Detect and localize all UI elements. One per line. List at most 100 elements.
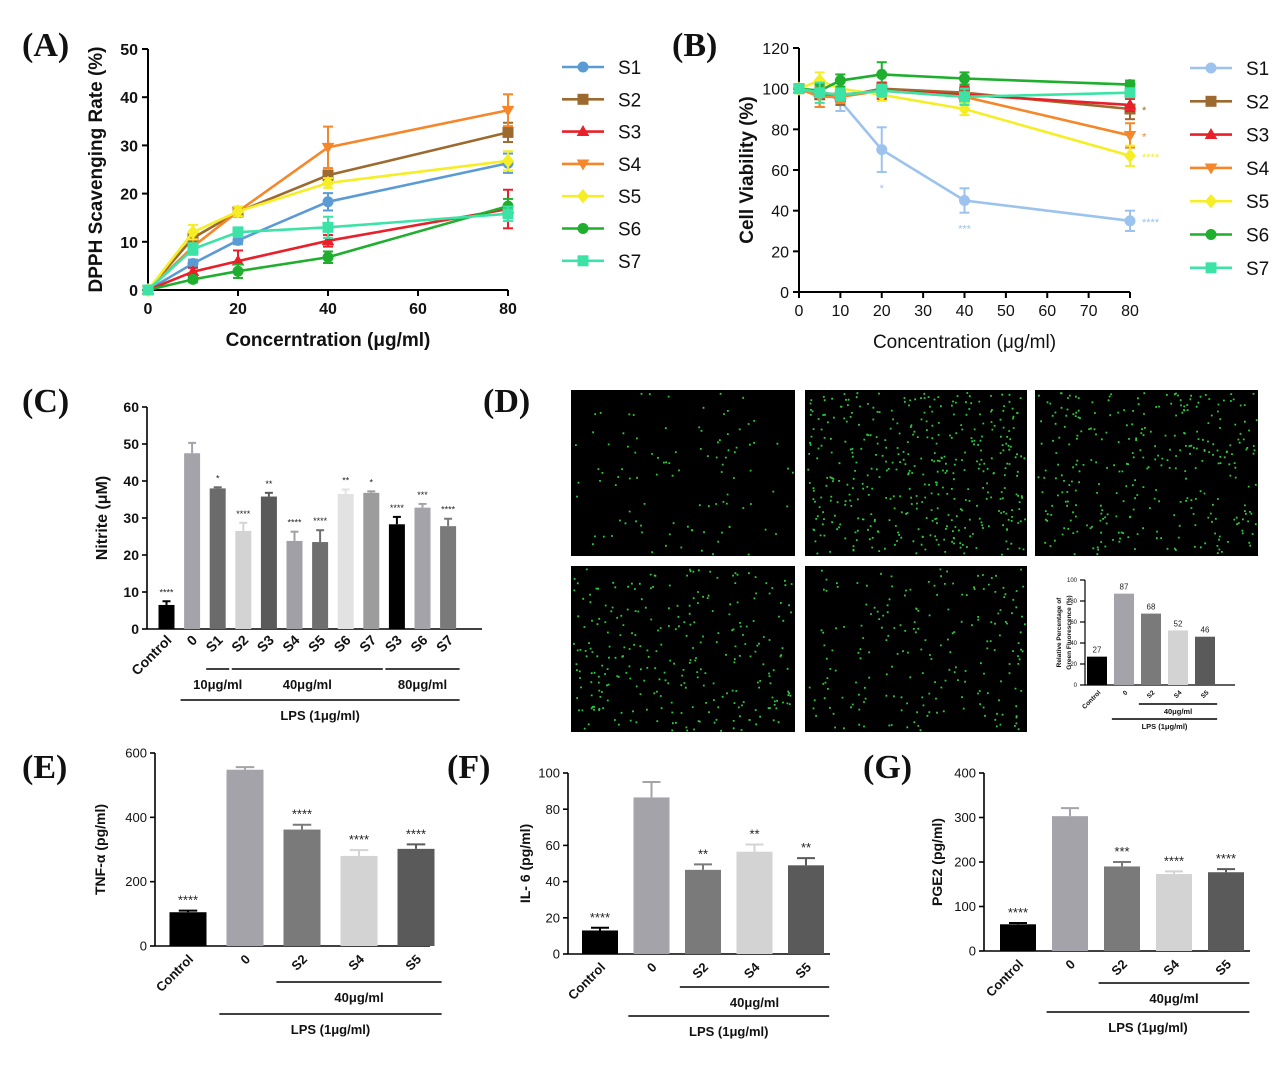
category-label: S2 — [1146, 689, 1157, 700]
bar-s5 — [1195, 636, 1215, 685]
micrograph-4 — [571, 566, 795, 732]
data-point — [959, 91, 970, 103]
category-label: S2 — [689, 960, 711, 982]
series-s7 — [793, 81, 1136, 106]
chart-b: 0 10 20 30 40 50 60 70 80 0 20 40 60 80 100 120 Concentr… — [737, 41, 1270, 353]
group-label: 40μg/ml — [1149, 991, 1198, 1006]
significance-mark: ** — [342, 476, 350, 486]
chart-a: 0 20 40 60 80 0 10 20 30 40 50 Concerntration (μg/m… — [86, 42, 642, 351]
bar-control — [158, 604, 175, 629]
legend-entry-s5: S5 — [562, 187, 641, 208]
category-label: 0 — [644, 960, 660, 976]
bar-s5 — [788, 865, 824, 954]
bar-0 — [1114, 593, 1134, 685]
bar-s2 — [283, 829, 321, 946]
group-label: 40μg/ml — [1164, 707, 1192, 716]
group-label: 40μg/ml — [334, 990, 383, 1005]
legend-entry-s4: S4 — [1190, 159, 1270, 180]
y-axis-label: Green Fluorescence (%) — [1066, 595, 1073, 669]
x-tick-label: 80 — [1121, 303, 1139, 320]
data-label: 68 — [1147, 603, 1156, 612]
bar-s4 — [286, 540, 303, 629]
legend-label: S5 — [618, 187, 641, 208]
data-point — [321, 175, 335, 191]
group-label: 10μg/ml — [193, 677, 242, 692]
bar-s3 — [388, 524, 405, 629]
y-tick-label: 20 — [546, 910, 560, 925]
category-label: S4 — [345, 951, 367, 973]
data-point — [1124, 215, 1136, 227]
y-axis-label: Nitrite (μM) — [94, 476, 111, 560]
significance-mark: **** — [390, 503, 405, 513]
category-label: 0 — [1062, 957, 1078, 973]
significance-mark: ** — [698, 846, 708, 861]
category-label: S2 — [288, 952, 310, 974]
series-s2: * — [793, 81, 1147, 121]
y-tick-label: 100 — [954, 899, 976, 914]
data-point — [187, 243, 199, 255]
data-point — [1123, 131, 1137, 143]
x-tick-label: 0 — [144, 301, 153, 318]
micrograph-3 — [1035, 390, 1258, 556]
bar-s4 — [1156, 874, 1192, 951]
legend-label: S7 — [1246, 259, 1269, 280]
treatment-label: LPS (1μg/ml) — [1108, 1020, 1187, 1035]
data-point — [322, 251, 334, 263]
data-point — [322, 169, 334, 181]
bar-s4 — [736, 851, 773, 954]
data-point — [502, 126, 514, 138]
category-label: Control — [1081, 689, 1102, 710]
plots-layer: 0 20 40 60 80 0 10 20 30 40 50 Concerntration (μg/m… — [86, 41, 1270, 1039]
data-point — [813, 73, 826, 88]
y-tick-label: 200 — [954, 855, 976, 870]
y-tick-label: 20 — [771, 244, 789, 261]
data-point — [1124, 87, 1136, 99]
y-tick-label: 80 — [771, 122, 789, 139]
category-label: Control — [565, 960, 608, 1003]
series-s5: **** — [792, 71, 1160, 167]
chart-e: 0 200 400 600 TNF-α (pg/ml) **** Control 0 **** S… — [92, 746, 442, 1037]
y-tick-label: 400 — [954, 766, 976, 781]
series-s5 — [141, 150, 515, 298]
micrograph-2 — [805, 390, 1027, 556]
category-label: S2 — [228, 632, 252, 656]
category-label: S6 — [330, 632, 354, 656]
y-tick-label: 40 — [771, 204, 789, 221]
bar-control — [169, 912, 207, 946]
y-tick-label: 200 — [125, 874, 147, 889]
y-tick-label: 60 — [123, 399, 139, 415]
y-tick-label: 40 — [546, 874, 560, 889]
data-point — [142, 284, 154, 296]
treatment-label: LPS (1μg/ml) — [689, 1024, 768, 1039]
data-point — [876, 68, 888, 80]
category-label: Control — [153, 952, 196, 995]
panel-label-c: (C) — [22, 383, 69, 420]
legend-label: S3 — [618, 123, 641, 144]
y-tick-label: 0 — [131, 621, 139, 637]
legend-marker — [576, 159, 590, 171]
x-tick-label: 60 — [409, 301, 427, 318]
bar-s6 — [337, 493, 354, 629]
significance-mark: ** — [749, 826, 759, 841]
y-tick-label: 80 — [1070, 599, 1077, 605]
y-tick-label: 60 — [546, 838, 560, 853]
category-label: S7 — [433, 632, 457, 656]
legend-label: S6 — [618, 220, 641, 241]
legend-entry-s2: S2 — [562, 90, 641, 111]
y-tick-label: 600 — [125, 746, 147, 761]
data-point — [321, 142, 335, 154]
y-tick-label: 60 — [771, 163, 789, 180]
data-point — [959, 195, 970, 206]
data-point — [322, 196, 334, 208]
micrograph-background — [571, 566, 795, 732]
category-label: S4 — [1160, 956, 1182, 978]
micrograph-background — [1035, 390, 1258, 556]
bar-s2 — [1104, 866, 1140, 951]
panel-label-b: (B) — [672, 27, 717, 64]
x-tick-label: 40 — [319, 301, 337, 318]
legend-marker — [577, 255, 589, 267]
panel-label-e: (E) — [22, 749, 67, 786]
bar-s4 — [340, 855, 378, 946]
